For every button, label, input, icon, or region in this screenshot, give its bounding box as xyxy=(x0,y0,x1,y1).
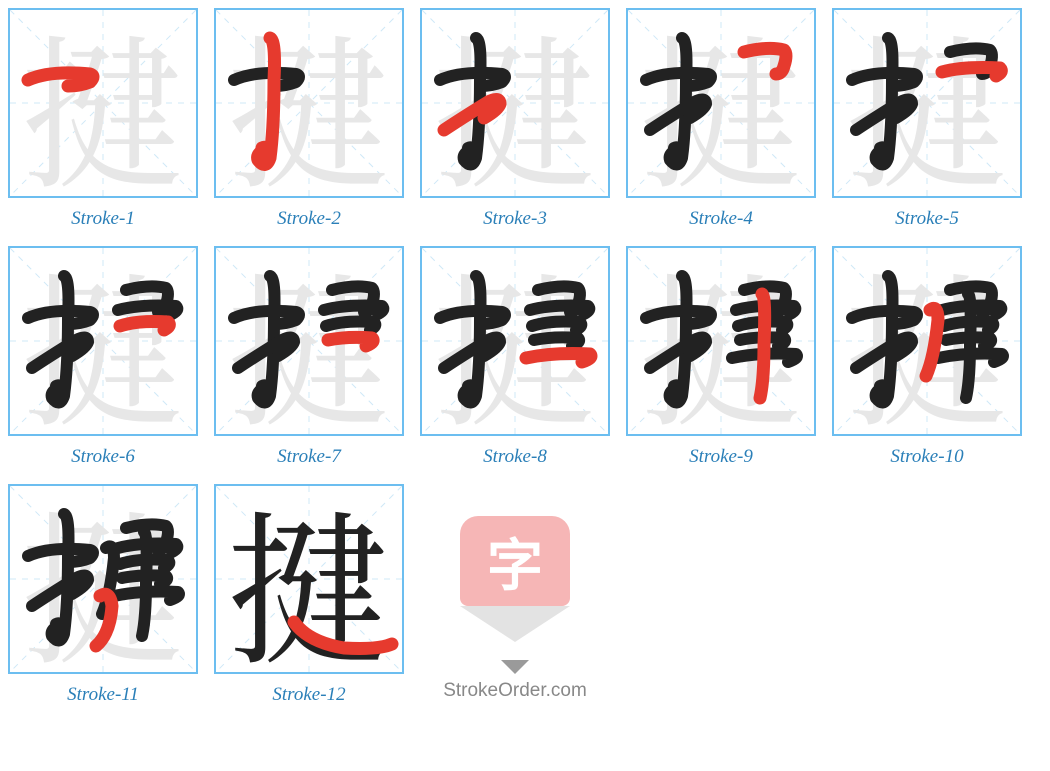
stroke-tile: 揵 xyxy=(214,246,404,436)
logo-icon: 字 xyxy=(420,484,610,674)
stroke-cell: 揵Stroke-4 xyxy=(626,8,816,230)
stroke-overlay xyxy=(628,248,814,434)
stroke-cell: 揵Stroke-7 xyxy=(214,246,404,468)
stroke-cell: 揵Stroke-3 xyxy=(420,8,610,230)
stroke-tile: 揵 xyxy=(626,8,816,198)
pencil-head-icon: 字 xyxy=(460,516,570,606)
stroke-tile: 揵揵 xyxy=(214,484,404,674)
stroke-grid: 揵Stroke-1 揵Stroke-2 揵Stroke-3 揵Stroke-4 … xyxy=(8,8,1042,706)
stroke-tile: 揵 xyxy=(626,246,816,436)
stroke-tile: 揵 xyxy=(8,484,198,674)
stroke-overlay xyxy=(216,486,402,672)
stroke-tile: 揵 xyxy=(420,246,610,436)
stroke-overlay xyxy=(628,10,814,196)
stroke-cell: 揵Stroke-5 xyxy=(832,8,1022,230)
stroke-cell: 揵Stroke-6 xyxy=(8,246,198,468)
stroke-tile: 揵 xyxy=(832,246,1022,436)
stroke-overlay xyxy=(10,248,196,434)
stroke-overlay xyxy=(10,10,196,196)
stroke-overlay xyxy=(10,486,196,672)
stroke-overlay xyxy=(216,248,402,434)
stroke-tile: 揵 xyxy=(8,8,198,198)
stroke-cell: 揵Stroke-10 xyxy=(832,246,1022,468)
stroke-cell: 揵Stroke-2 xyxy=(214,8,404,230)
stroke-overlay xyxy=(422,248,608,434)
stroke-tile: 揵 xyxy=(214,8,404,198)
stroke-overlay xyxy=(422,10,608,196)
pencil-tip-icon xyxy=(460,606,570,642)
logo-character: 字 xyxy=(487,521,543,602)
stroke-tile: 揵 xyxy=(8,246,198,436)
stroke-cell: 揵揵Stroke-12 xyxy=(214,484,404,706)
stroke-cell: 揵Stroke-9 xyxy=(626,246,816,468)
stroke-tile: 揵 xyxy=(832,8,1022,198)
logo-caption: StrokeOrder.com xyxy=(443,680,587,702)
stroke-cell: 揵Stroke-1 xyxy=(8,8,198,230)
stroke-overlay xyxy=(834,248,1020,434)
stroke-cell: 揵Stroke-8 xyxy=(420,246,610,468)
stroke-overlay xyxy=(216,10,402,196)
stroke-cell: 揵Stroke-11 xyxy=(8,484,198,706)
logo-cell: 字 StrokeOrder.com xyxy=(420,484,610,706)
stroke-overlay xyxy=(834,10,1020,196)
stroke-tile: 揵 xyxy=(420,8,610,198)
